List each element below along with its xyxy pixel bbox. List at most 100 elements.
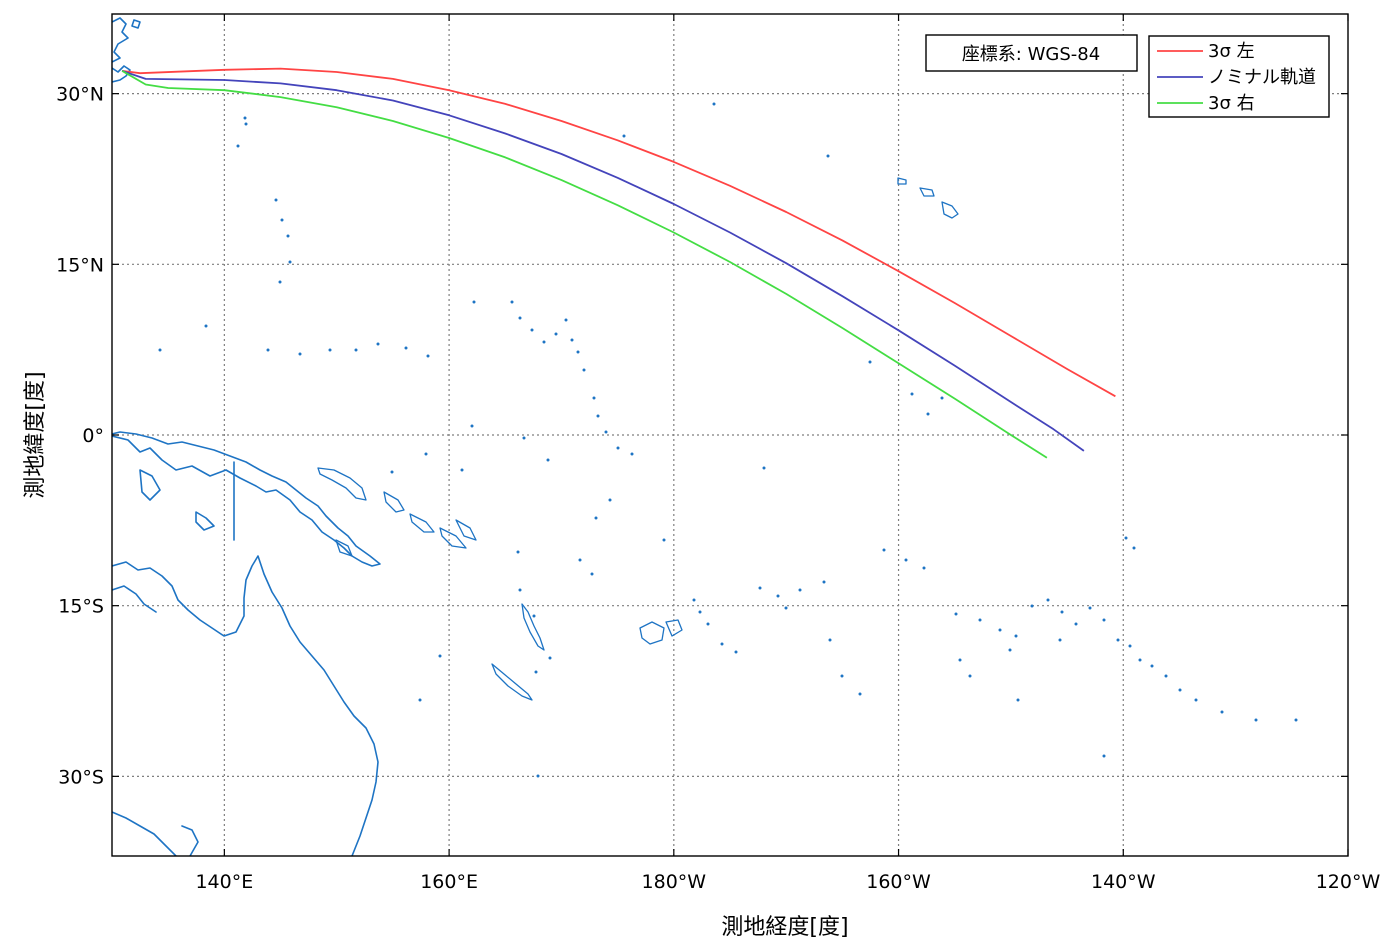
y-tick-label: 0° [82,425,104,447]
island-dot [578,558,582,562]
island-dot [532,614,536,618]
island-dot [244,122,248,126]
island-dot [1194,698,1198,702]
legend-label: 3σ 左 [1208,41,1255,62]
island-dot [1060,610,1064,614]
island-dot [376,342,380,346]
island-dot [798,588,802,592]
x-tick-label: 140°E [195,871,253,893]
island-dot [616,446,620,450]
island-dot [712,102,716,106]
island-dot [590,572,594,576]
island-dot [510,300,514,304]
island-dot [204,324,208,328]
x-tick-label: 180°W [642,871,707,893]
island-dot [662,538,666,542]
island-dot [1014,634,1018,638]
island-dot [546,458,550,462]
island-dot [280,218,284,222]
island-dot [426,354,430,358]
island-dot [776,594,780,598]
island-dot [692,598,696,602]
island-dot [236,144,240,148]
island-dot [910,392,914,396]
tasmania-coastline [181,825,199,856]
solomon-islands [455,519,477,541]
tasmania-coastline [112,811,177,856]
island-dot [354,348,358,352]
island-dot [522,436,526,440]
vanuatu-islands [521,603,545,651]
island-dot [720,642,724,646]
fiji-islands [639,621,665,645]
island-dot [922,566,926,570]
x-tick-label: 160°E [420,871,478,893]
island-dot [1030,604,1034,608]
island-dot [158,348,162,352]
legend-label: 3σ 右 [1208,93,1255,114]
island-dot [1294,718,1298,722]
island-dot [390,470,394,474]
island-dot [286,234,290,238]
y-axis-ticks: 30°N 15°N 0° 15°S 30°S [56,84,1348,788]
island-dot [882,548,886,552]
island-dot [630,452,634,456]
island-dot [858,692,862,696]
japan-coastline [112,17,129,63]
island-dot [418,698,422,702]
bismarck-islands [335,539,353,557]
x-axis-ticks: 140°E 160°E 180°W 160°W 140°W 120°W [195,14,1380,893]
island-dot [784,606,788,610]
island-dot [298,352,302,356]
island-dot [548,656,552,660]
legend-label: ノミナル軌道 [1208,67,1316,88]
island-dot [762,466,766,470]
island-dot [596,414,600,418]
y-axis-label: 測地緯度[度] [23,371,48,498]
australia-coastline [112,585,157,613]
island-dot [828,638,832,642]
fiji-islands [665,619,683,637]
island-dot [622,134,626,138]
island-dot [536,774,540,778]
island-dot [582,368,586,372]
island-dot [706,622,710,626]
island-dot [1178,688,1182,692]
island-dot [1102,618,1106,622]
island-dot [1124,536,1128,540]
island-dot [542,340,546,344]
island-dot [518,316,522,320]
y-tick-label: 15°S [58,596,104,618]
island-dot [534,670,538,674]
island-dot [1088,606,1092,610]
island-dot [274,198,278,202]
island-dot [518,588,522,592]
x-axis-label: 測地経度[度] [721,915,848,940]
island-dot [243,116,247,120]
island-dot [1058,638,1062,642]
island-dot [840,674,844,678]
y-tick-label: 30°N [56,84,104,106]
japan-coastline [112,65,131,83]
island-dot [570,338,574,342]
bismarck-islands [317,467,367,501]
island-dot [404,346,408,350]
grid [112,14,1348,856]
new-guinea-coastline [112,431,381,567]
coastlines [112,17,959,856]
island-dot [1008,648,1012,652]
island-dot [594,516,598,520]
island-dot [758,586,762,590]
australia-coastline [112,555,379,856]
coordinate-system-label: 座標系: WGS-84 [962,44,1100,65]
island-dot [564,318,568,322]
trajectory-series [121,67,1116,459]
y-tick-label: 15°N [56,254,104,276]
island-dot [1074,622,1078,626]
island-dot [1164,674,1168,678]
island-dot [698,610,702,614]
island-dot [926,412,930,416]
x-tick-label: 120°W [1316,871,1381,893]
solomon-islands [439,527,467,549]
hawaii-islands [897,177,907,185]
